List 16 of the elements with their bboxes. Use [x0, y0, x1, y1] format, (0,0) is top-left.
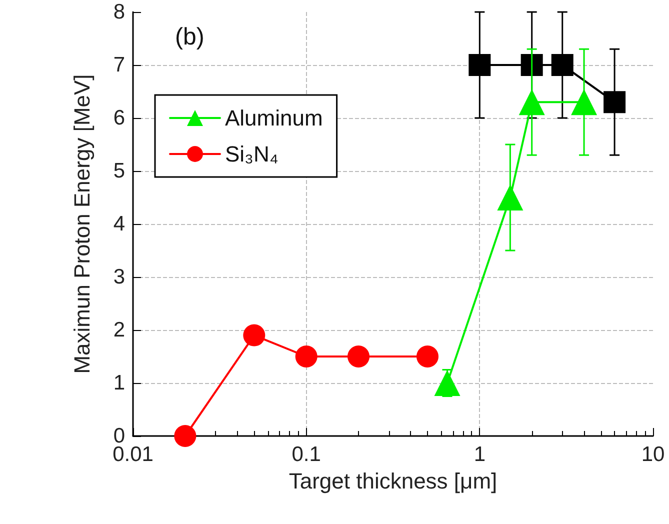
text: (b): [175, 24, 204, 50]
x-tick-label: 1: [474, 443, 486, 466]
y-tick-label: 8: [113, 0, 125, 24]
x-axis-title: Target thickness [μm]: [288, 468, 498, 494]
y-tick-label: 1: [113, 372, 125, 394]
y-tick-label: 2: [113, 318, 125, 342]
x-tick-label: 0.1: [292, 443, 321, 466]
y-tick-label: 4: [113, 212, 126, 236]
x-tick-label: 10: [641, 443, 665, 466]
y-tick-label: 6: [113, 106, 125, 130]
legend-label: Si₃N₄: [225, 142, 278, 166]
y-tick-label: 7: [113, 54, 125, 76]
y-axis-title: Maximun Proton Energy [MeV]: [70, 74, 94, 374]
y-tick-label: 3: [113, 266, 125, 288]
y-tick-label: 5: [113, 160, 125, 182]
legend-label: Aluminum: [225, 106, 323, 130]
